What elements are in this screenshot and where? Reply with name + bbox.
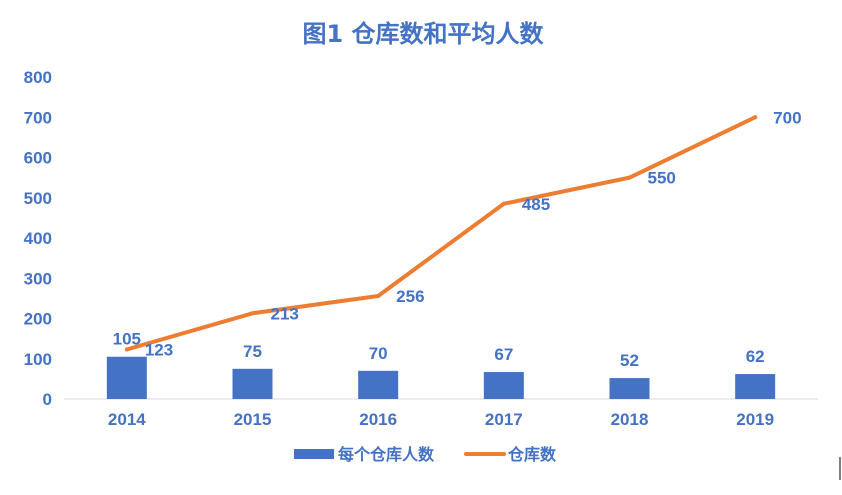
- x-tick-label: 2018: [611, 410, 649, 429]
- line-value-label: 123: [145, 340, 173, 359]
- bar-value-label: 105: [113, 330, 141, 349]
- y-tick-label: 600: [24, 149, 52, 168]
- legend-label-line: 仓库数: [507, 445, 557, 464]
- y-tick-label: 400: [24, 229, 52, 248]
- y-axis: 0 100 200 300 400 500 600 700 800: [24, 68, 52, 409]
- line-value-label: 256: [396, 287, 424, 306]
- x-tick-label: 2016: [359, 410, 397, 429]
- line-data-labels: 123 213 256 485 550 700: [145, 108, 802, 359]
- bar-data-labels: 105 75 70 67 52 62: [113, 330, 765, 370]
- line-point: [753, 115, 758, 120]
- line-value-label: 485: [522, 195, 550, 214]
- y-tick-label: 800: [24, 68, 52, 87]
- line-series: [124, 115, 758, 352]
- x-tick-label: 2014: [108, 410, 146, 429]
- y-tick-label: 500: [24, 189, 52, 208]
- bar-value-label: 62: [746, 347, 765, 366]
- bar: [609, 378, 650, 399]
- line-value-label: 550: [648, 169, 676, 188]
- bar: [106, 356, 147, 399]
- bar: [483, 372, 524, 399]
- bar-value-label: 70: [369, 344, 388, 363]
- line-point: [250, 311, 255, 316]
- x-tick-label: 2015: [234, 410, 272, 429]
- bar-series: [106, 356, 776, 399]
- line-point: [501, 201, 506, 206]
- line-value-label: 213: [271, 304, 299, 323]
- legend-swatch-bar: [294, 449, 334, 459]
- bar-value-label: 52: [620, 351, 639, 370]
- line-value-label: 700: [773, 108, 801, 127]
- bar-value-label: 75: [243, 342, 262, 361]
- chart-title: 图1 仓库数和平均人数: [302, 20, 544, 48]
- x-tick-label: 2019: [736, 410, 774, 429]
- x-axis: 2014 2015 2016 2017 2018 2019: [108, 410, 774, 429]
- y-tick-label: 700: [24, 108, 52, 127]
- y-tick-label: 0: [43, 390, 52, 409]
- line-path: [124, 115, 758, 352]
- y-tick-label: 300: [24, 269, 52, 288]
- y-tick-label: 200: [24, 310, 52, 329]
- line-point: [376, 293, 381, 298]
- bar: [232, 368, 273, 399]
- bar-value-label: 67: [494, 345, 513, 364]
- legend-label-bar: 每个仓库人数: [338, 445, 435, 464]
- bar: [735, 374, 776, 399]
- legend: 每个仓库人数 仓库数: [294, 445, 557, 464]
- y-tick-label: 100: [24, 350, 52, 369]
- line-point: [627, 175, 632, 180]
- bar: [358, 370, 399, 399]
- x-tick-label: 2017: [485, 410, 523, 429]
- line-point: [124, 347, 129, 352]
